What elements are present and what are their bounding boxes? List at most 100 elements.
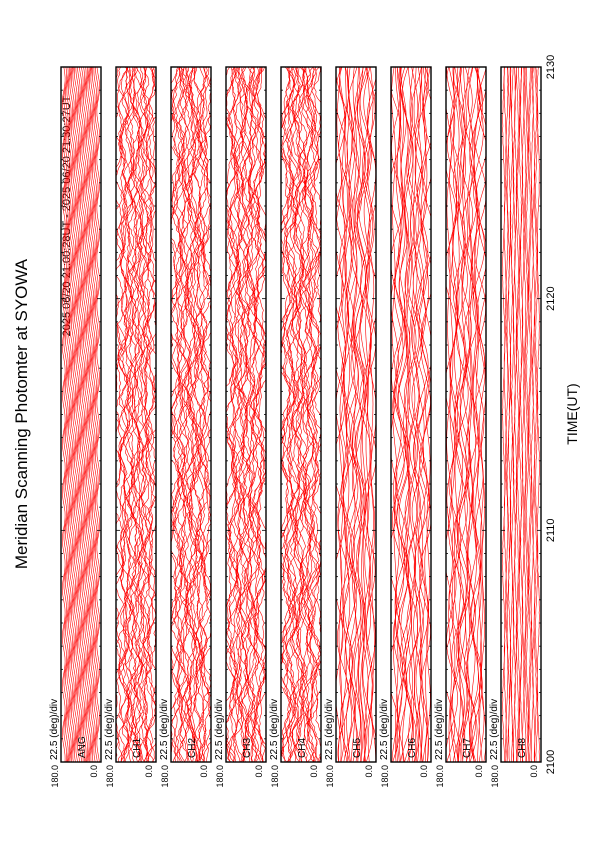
scale-label: 22.5 (deg)/div	[49, 699, 60, 760]
trace-line	[80, 67, 84, 762]
trace-line	[286, 67, 303, 762]
panel-traces	[226, 67, 266, 762]
y-tick-label-min: 0.0	[364, 765, 374, 778]
trace-line	[200, 67, 211, 762]
trace-line	[367, 89, 376, 762]
trace-line	[246, 67, 261, 762]
trace-line	[86, 67, 90, 762]
y-tick-label-max: 180.0	[50, 765, 60, 788]
channel-label: ANG	[77, 736, 88, 758]
trace-line	[63, 67, 67, 762]
trace-line	[300, 67, 316, 762]
trace-line	[229, 67, 246, 762]
x-tick-label: 2120	[545, 286, 557, 310]
trace-line	[92, 67, 96, 762]
trace-line	[363, 67, 376, 762]
trace-line	[454, 67, 467, 762]
trace-line	[398, 67, 411, 762]
panel-traces	[116, 67, 156, 762]
trace-line	[520, 67, 524, 762]
trace-line	[137, 67, 154, 762]
panel-traces	[336, 67, 376, 762]
trace-line	[517, 67, 521, 762]
trace-line	[410, 67, 423, 762]
panel-traces	[171, 67, 211, 762]
trace-line	[503, 67, 507, 762]
trace-line	[89, 67, 93, 762]
trace-line	[465, 67, 478, 762]
x-tick-labels: 2100 2110 2120 2130	[545, 55, 557, 774]
y-tick-label-min: 0.0	[309, 765, 319, 778]
trace-line	[298, 67, 314, 762]
channel-label: CH5	[352, 738, 363, 758]
trace-line	[65, 67, 69, 762]
y-tick-label-max: 180.0	[270, 765, 280, 788]
trace-line	[336, 67, 345, 762]
trace-line	[464, 67, 476, 762]
trace-line	[72, 67, 76, 762]
trace-line	[116, 67, 129, 762]
trace-line	[231, 67, 247, 762]
trace-line	[511, 67, 515, 762]
chart-title: Meridian Scanning Photomter at SYOWA	[12, 258, 31, 569]
trace-line	[176, 67, 193, 762]
panel-traces	[502, 67, 540, 762]
y-tick-label-max: 180.0	[435, 765, 445, 788]
trace-line	[250, 67, 266, 762]
trace-line	[533, 67, 537, 762]
trace-line	[83, 67, 87, 762]
scale-label: 22.5 (deg)/div	[434, 699, 445, 760]
trace-line	[182, 67, 199, 762]
trace-line	[403, 67, 417, 762]
trace-line	[469, 67, 482, 762]
trace-line	[304, 67, 320, 762]
trace-line	[301, 67, 318, 762]
trace-line	[75, 67, 79, 762]
x-tick-label: 2100	[545, 750, 557, 774]
trace-line	[77, 67, 81, 762]
y-tick-label-min: 0.0	[419, 765, 429, 778]
trace-line	[236, 67, 251, 762]
y-tick-label-min: 0.0	[199, 765, 209, 778]
y-tick-label-min: 0.0	[89, 765, 99, 778]
trace-line	[69, 67, 73, 762]
trace-line	[283, 67, 300, 762]
trace-line	[226, 67, 237, 762]
trace-line	[122, 67, 139, 762]
trace-line	[399, 67, 412, 762]
channel-label: CH8	[517, 738, 528, 758]
trace-line	[450, 67, 462, 762]
y-tick-label-min: 0.0	[529, 765, 539, 778]
trace-line	[302, 67, 318, 762]
trace-line	[116, 67, 127, 762]
trace-line	[416, 67, 429, 762]
scale-label: 22.5 (deg)/div	[104, 699, 115, 760]
trace-line	[459, 67, 472, 762]
trace-line	[392, 67, 405, 762]
trace-line	[131, 67, 148, 762]
scale-label: 22.5 (deg)/div	[324, 699, 335, 760]
y-tick-label-min: 0.0	[144, 765, 154, 778]
y-tick-label-max: 180.0	[325, 765, 335, 788]
y-tick-label-min: 0.0	[474, 765, 484, 778]
trace-line	[135, 67, 151, 762]
trace-line	[78, 67, 82, 762]
trace-line	[462, 67, 475, 762]
trace-line	[284, 67, 301, 762]
trace-line	[530, 67, 534, 762]
y-tick-label-max: 180.0	[160, 765, 170, 788]
scale-label: 22.5 (deg)/div	[214, 699, 225, 760]
trace-line	[342, 67, 356, 762]
trace-line	[308, 67, 321, 762]
trace-line	[228, 67, 245, 762]
y-tick-label-max: 180.0	[490, 765, 500, 788]
trace-line	[226, 67, 241, 762]
trace-line	[171, 67, 186, 762]
trace-line	[456, 67, 469, 762]
trace-line	[87, 67, 91, 762]
x-tick-label: 2130	[545, 55, 557, 79]
trace-line	[84, 67, 88, 762]
